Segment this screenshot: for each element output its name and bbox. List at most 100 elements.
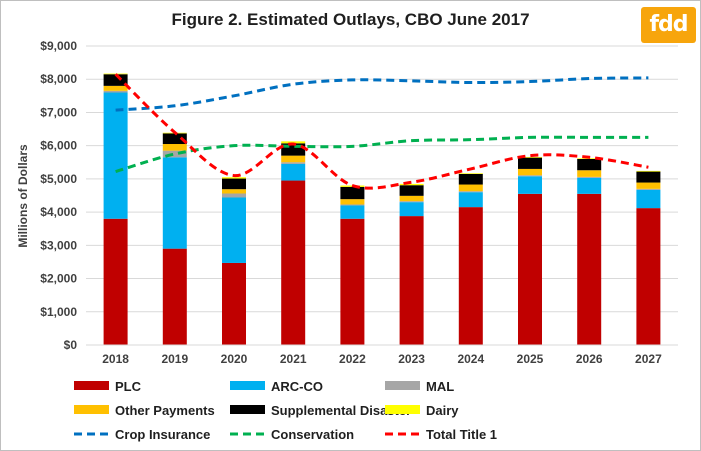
bar-plc bbox=[518, 193, 542, 345]
bar-supplemental-disaster bbox=[577, 158, 602, 171]
x-tick-label: 2024 bbox=[457, 352, 484, 366]
bar-mal bbox=[636, 188, 661, 190]
line-conservation bbox=[115, 135, 649, 174]
legend-swatch-supplemental-disaster bbox=[230, 405, 265, 414]
bar-arc-co bbox=[222, 197, 246, 263]
bar-arc-co bbox=[340, 205, 365, 219]
y-axis-ticks: $0 $1,000 $2,000 $3,000 $4,000 $5,000 $6,000 $7… bbox=[40, 39, 77, 352]
bar-plc bbox=[162, 248, 187, 345]
y-tick-label: $7,000 bbox=[40, 105, 77, 119]
bar-arc-co bbox=[636, 189, 661, 209]
bar-dairy bbox=[281, 141, 306, 144]
y-axis-label: Millions of Dollars bbox=[16, 144, 30, 248]
bar-supplemental-disaster bbox=[162, 133, 187, 145]
bar-plc bbox=[281, 180, 306, 345]
bar-other-payments bbox=[458, 184, 483, 192]
y-tick-label: $9,000 bbox=[40, 39, 77, 53]
bar-dairy bbox=[103, 73, 128, 75]
bar-arc-co bbox=[577, 177, 602, 194]
bar-dairy bbox=[222, 177, 246, 179]
bar-mal bbox=[340, 204, 365, 206]
bar-supplemental-disaster bbox=[636, 171, 661, 183]
y-tick-label: $3,000 bbox=[40, 238, 77, 252]
bar-plc bbox=[399, 216, 424, 345]
bar-other-payments bbox=[281, 155, 306, 163]
legend-swatch-arc-co bbox=[230, 381, 265, 390]
bar-arc-co bbox=[162, 157, 187, 249]
bar-mal bbox=[162, 150, 187, 158]
line-total-title-1 bbox=[114, 73, 649, 190]
bar-arc-co bbox=[399, 202, 424, 217]
bar-other-payments bbox=[103, 85, 128, 91]
bar-plc bbox=[636, 208, 661, 345]
bar-mal bbox=[399, 201, 424, 203]
bar-supplemental-disaster bbox=[518, 157, 542, 169]
bar-dairy bbox=[458, 173, 483, 174]
legend-swatch-mal bbox=[385, 381, 420, 390]
bar-mal bbox=[281, 162, 306, 164]
bar-other-payments bbox=[162, 144, 187, 151]
bar-supplemental-disaster bbox=[103, 74, 128, 86]
legend-label-arc-co: ARC-CO bbox=[271, 379, 323, 394]
bar-other-payments bbox=[518, 168, 542, 176]
bar-plc bbox=[340, 218, 365, 345]
x-tick-label: 2020 bbox=[221, 352, 248, 366]
y-tick-label: $6,000 bbox=[40, 139, 77, 153]
y-tick-label: $2,000 bbox=[40, 272, 77, 286]
bar-plc bbox=[458, 207, 483, 345]
x-tick-label: 2023 bbox=[398, 352, 425, 366]
y-tick-label: $1,000 bbox=[40, 305, 77, 319]
bar-dairy bbox=[636, 170, 661, 172]
legend-label-supplemental-disaster: Supplemental Disaster bbox=[271, 403, 411, 418]
x-tick-label: 2019 bbox=[161, 352, 188, 366]
x-tick-label: 2025 bbox=[517, 352, 544, 366]
x-tick-label: 2027 bbox=[635, 352, 662, 366]
legend-swatch-other-payments bbox=[74, 405, 109, 414]
fdd-logo: fdd bbox=[641, 7, 696, 43]
legend-label-plc: PLC bbox=[115, 379, 142, 394]
legend-label-dairy: Dairy bbox=[426, 403, 459, 418]
x-tick-label: 2018 bbox=[102, 352, 129, 366]
bar-mal bbox=[518, 175, 542, 177]
bar-mal bbox=[103, 90, 128, 93]
bar-plc bbox=[577, 193, 602, 345]
bar-mal bbox=[577, 176, 602, 178]
bar-dairy bbox=[518, 156, 542, 158]
legend-label-conservation: Conservation bbox=[271, 427, 354, 442]
legend-label-total-title-1: Total Title 1 bbox=[426, 427, 497, 442]
bar-mal bbox=[222, 193, 246, 198]
legend-label-crop-insurance: Crop Insurance bbox=[115, 427, 210, 442]
y-tick-label: $8,000 bbox=[40, 72, 77, 86]
bar-arc-co bbox=[458, 192, 483, 208]
bar-supplemental-disaster bbox=[458, 173, 483, 185]
bar-dairy bbox=[399, 183, 424, 186]
bar-other-payments bbox=[340, 199, 365, 205]
line-series bbox=[114, 73, 649, 190]
bar-supplemental-disaster bbox=[340, 186, 365, 200]
bar-other-payments bbox=[636, 182, 661, 189]
bar-plc bbox=[222, 262, 246, 345]
y-tick-label: $4,000 bbox=[40, 205, 77, 219]
bar-other-payments bbox=[222, 189, 246, 194]
bar-mal bbox=[458, 191, 483, 193]
bar-arc-co bbox=[281, 163, 306, 181]
line-crop-insurance bbox=[115, 76, 649, 112]
legend-swatch-plc bbox=[74, 381, 109, 390]
bar-supplemental-disaster bbox=[222, 178, 246, 190]
bar-arc-co bbox=[103, 92, 128, 219]
bar-arc-co bbox=[518, 176, 542, 194]
legend-swatch-dairy bbox=[385, 405, 420, 414]
x-tick-label: 2026 bbox=[576, 352, 603, 366]
legend: PLC ARC-CO MAL Other Payments Supplemental D… bbox=[74, 379, 497, 442]
y-tick-label: $5,000 bbox=[40, 172, 77, 186]
bar-other-payments bbox=[399, 195, 424, 202]
chart-title: Figure 2. Estimated Outlays, CBO June 20… bbox=[171, 10, 530, 29]
y-tick-label: $0 bbox=[64, 338, 78, 352]
legend-label-other-payments: Other Payments bbox=[115, 403, 215, 418]
legend-label-mal: MAL bbox=[426, 379, 454, 394]
stacked-bars bbox=[103, 73, 661, 345]
x-tick-label: 2021 bbox=[280, 352, 307, 366]
bar-supplemental-disaster bbox=[399, 185, 424, 196]
x-axis-ticks: 2018 2019 2020 2021 2022 2023 2024 2025 2026 2027 bbox=[102, 352, 662, 366]
